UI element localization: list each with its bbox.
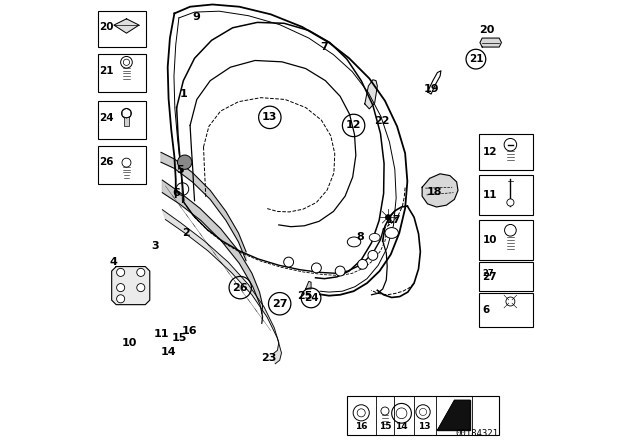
Text: 23: 23 [260,353,276,363]
Text: 18: 18 [426,187,442,197]
Text: 27: 27 [483,271,497,282]
Text: 3: 3 [151,241,159,251]
Text: 10: 10 [122,338,138,348]
Circle shape [358,259,367,269]
Text: 24: 24 [304,293,318,303]
Polygon shape [163,210,282,364]
Polygon shape [161,152,246,261]
FancyBboxPatch shape [347,396,499,435]
Polygon shape [480,38,502,47]
Circle shape [116,295,125,303]
Polygon shape [306,281,311,289]
Polygon shape [111,267,150,305]
Circle shape [507,199,514,206]
Text: 13: 13 [418,422,430,431]
Polygon shape [114,19,139,33]
Text: 6: 6 [173,188,180,198]
Text: 15: 15 [172,333,187,343]
Text: 9: 9 [193,12,201,22]
Polygon shape [422,174,458,207]
Text: 22: 22 [374,116,390,126]
Text: 8: 8 [356,233,364,242]
Text: 00184321: 00184321 [455,429,499,438]
Ellipse shape [369,233,380,241]
Text: 25: 25 [296,291,312,301]
Text: 20: 20 [99,22,113,32]
Text: 4: 4 [109,257,117,267]
Text: 27: 27 [272,299,287,309]
FancyBboxPatch shape [98,101,146,139]
Text: 5: 5 [177,165,184,175]
Polygon shape [437,400,470,430]
Ellipse shape [385,228,398,238]
Text: 26: 26 [99,157,113,168]
Ellipse shape [348,237,361,247]
FancyBboxPatch shape [98,54,146,92]
Text: 11: 11 [483,190,497,200]
Text: 1: 1 [179,89,188,99]
FancyBboxPatch shape [124,117,129,126]
Circle shape [368,250,378,260]
Text: 11: 11 [153,329,169,339]
Circle shape [116,268,125,276]
FancyBboxPatch shape [98,11,146,47]
Text: 21: 21 [99,65,113,76]
Text: 16: 16 [181,326,197,336]
Circle shape [312,263,321,273]
Text: 13: 13 [262,112,278,122]
FancyBboxPatch shape [98,146,146,184]
Text: 2: 2 [182,228,189,238]
Text: 15: 15 [379,422,391,431]
Text: 6: 6 [483,305,490,315]
Text: 14: 14 [161,347,177,357]
Circle shape [137,284,145,292]
Text: 14: 14 [396,422,408,431]
Polygon shape [163,180,262,323]
Polygon shape [365,80,378,109]
Text: 20: 20 [479,26,494,35]
Text: 7: 7 [321,42,328,52]
Circle shape [116,284,125,292]
FancyBboxPatch shape [479,175,532,215]
Text: 17: 17 [386,215,402,224]
Text: 19: 19 [423,84,439,94]
FancyBboxPatch shape [479,134,532,170]
Circle shape [385,215,391,220]
Text: 12: 12 [483,147,497,157]
Text: 27: 27 [483,269,494,279]
Circle shape [137,268,145,276]
FancyBboxPatch shape [479,293,532,327]
Circle shape [284,257,294,267]
Circle shape [335,266,345,276]
Text: 16: 16 [355,422,367,431]
FancyBboxPatch shape [479,262,532,291]
Circle shape [177,155,192,169]
FancyBboxPatch shape [479,220,532,260]
Text: 12: 12 [346,121,362,130]
Text: 24: 24 [99,112,113,123]
Text: 21: 21 [468,54,483,64]
Text: 26: 26 [232,283,248,293]
Text: 10: 10 [483,235,497,245]
